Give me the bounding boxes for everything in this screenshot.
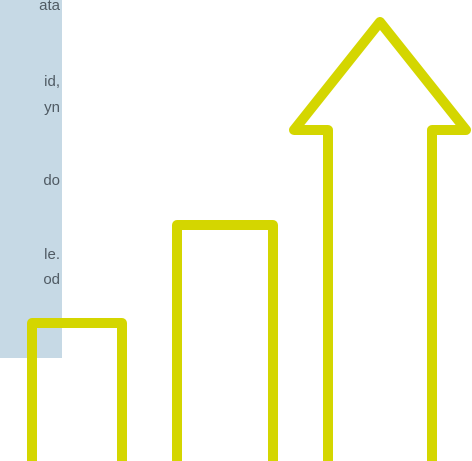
panel-text-line-2: id,	[44, 73, 60, 90]
medium-bar	[172, 220, 278, 461]
up-arrow	[289, 17, 471, 461]
panel-text-line-4: do	[43, 172, 60, 189]
panel-text-line-5: le.	[44, 246, 60, 263]
panel-text-line-1: ata	[39, 0, 60, 14]
short-bar	[27, 318, 127, 461]
panel-text-line-3: yn	[44, 99, 60, 116]
text-panel: ata id, yn do le. od	[0, 0, 62, 358]
panel-text-line-6: od	[43, 271, 60, 288]
